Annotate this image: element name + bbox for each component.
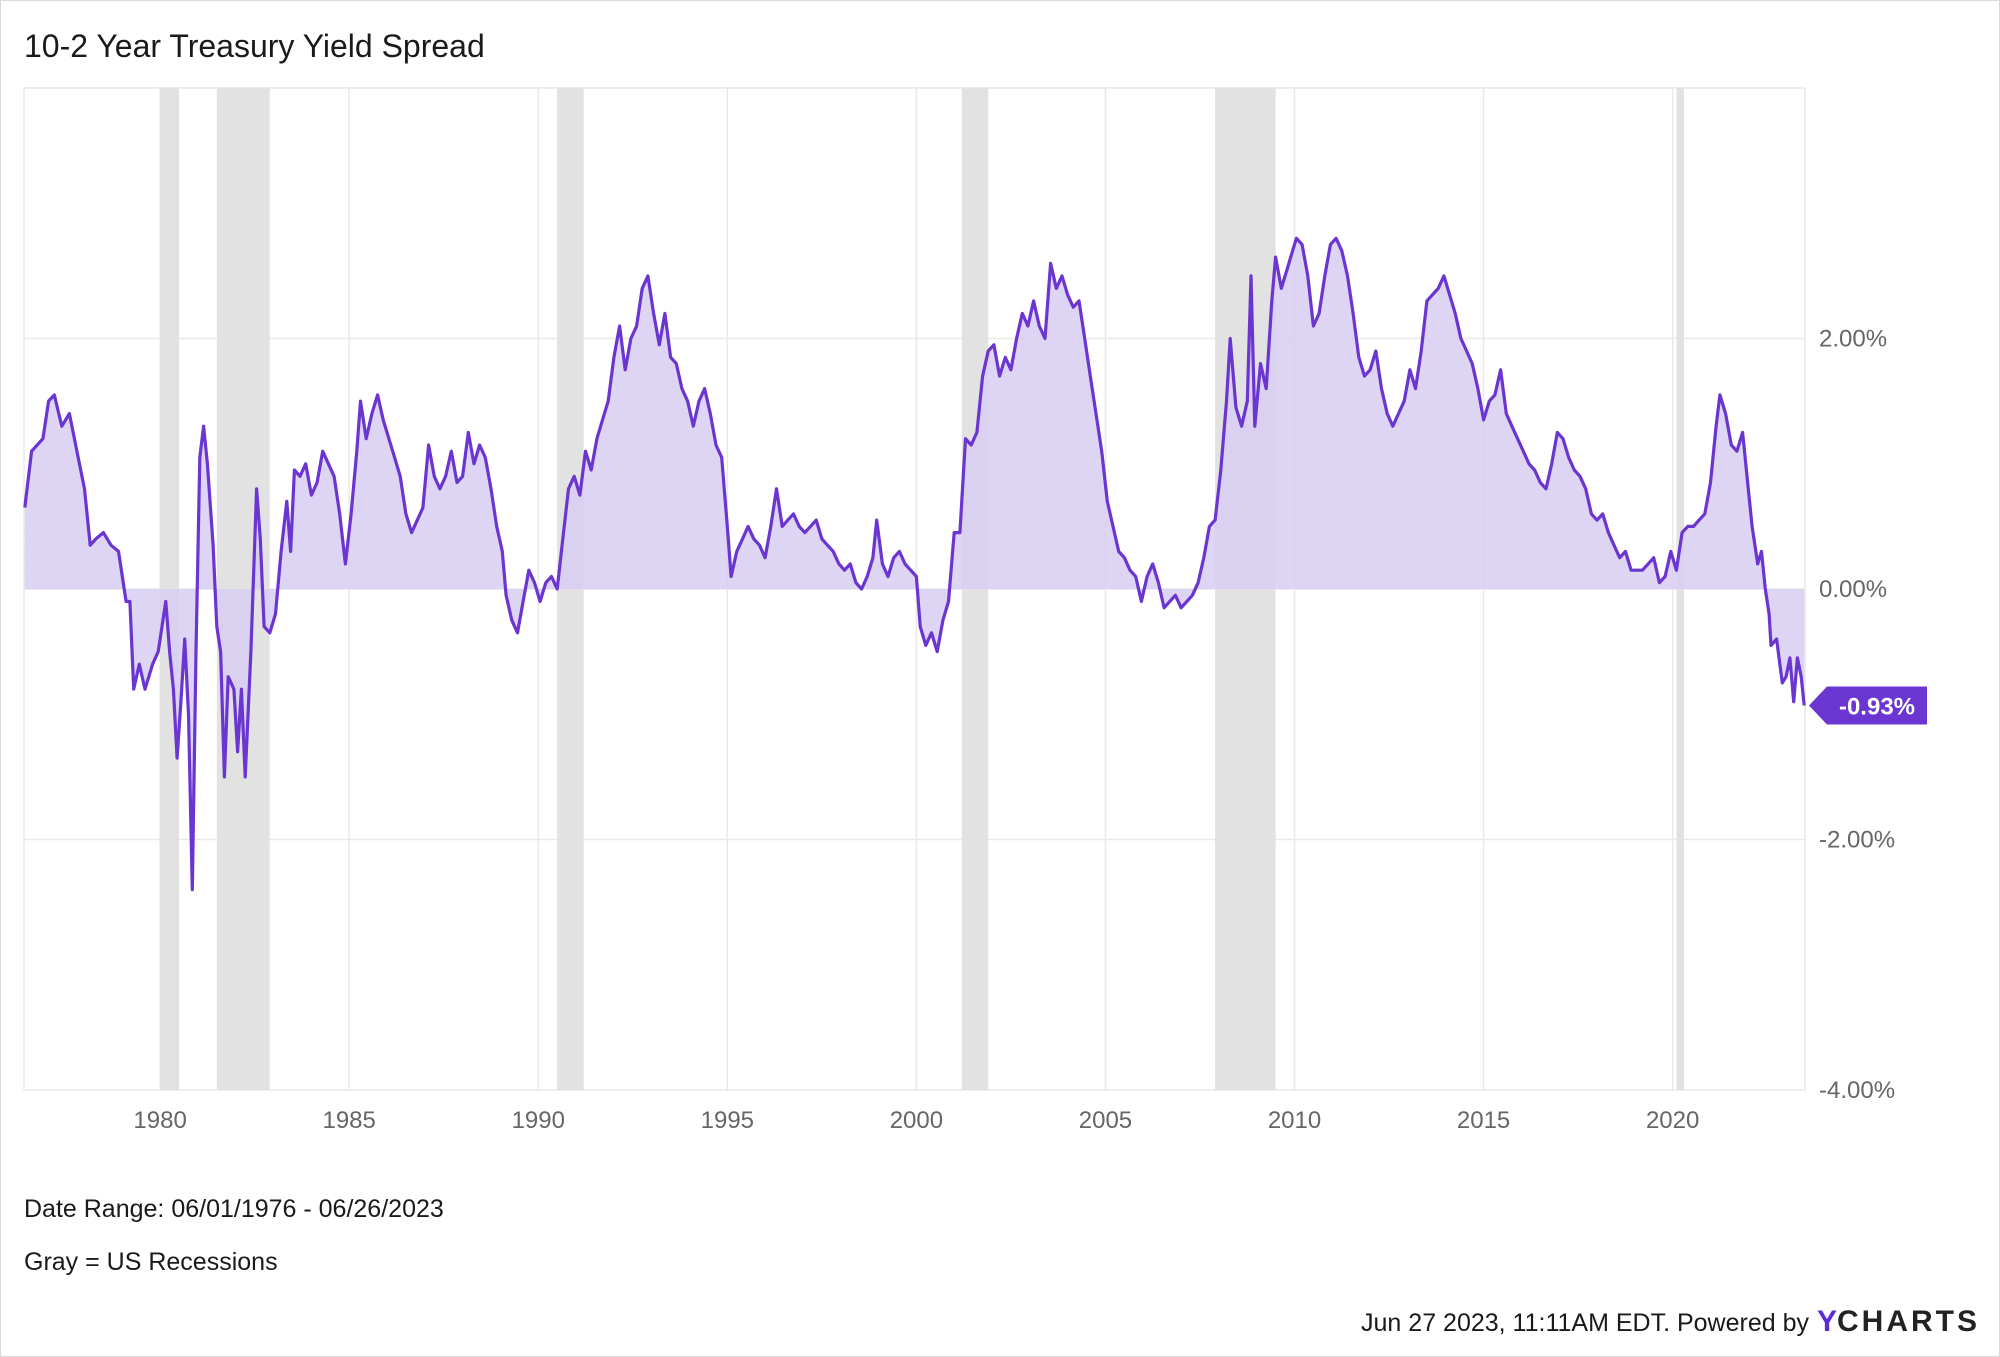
date-range: Date Range: 06/01/1976 - 06/26/2023 xyxy=(24,1195,444,1223)
x-tick-label: 1985 xyxy=(322,1107,375,1134)
recession-note: Gray = US Recessions xyxy=(24,1248,278,1276)
credit-text: Jun 27 2023, 11:11AM EDT. Powered by xyxy=(1361,1309,1809,1337)
y-tick-label: -4.00% xyxy=(1819,1077,1895,1104)
last-value-label: -0.93% xyxy=(1839,693,1915,720)
y-tick-label: 0.00% xyxy=(1819,576,1887,603)
brand-rest: CHARTS xyxy=(1837,1305,1980,1338)
x-tick-label: 2015 xyxy=(1457,1107,1510,1134)
brand-y: Y xyxy=(1816,1305,1837,1338)
x-tick-label: 1990 xyxy=(512,1107,565,1134)
x-tick-label: 2020 xyxy=(1646,1107,1699,1134)
x-tick-label: 2005 xyxy=(1079,1107,1132,1134)
ycharts-logo[interactable]: YCHARTS xyxy=(1817,1305,1980,1339)
y-tick-label: 2.00% xyxy=(1819,326,1887,353)
chart-title: 10-2 Year Treasury Yield Spread xyxy=(24,28,485,64)
series-area xyxy=(24,238,1805,890)
last-value-flag xyxy=(1809,686,1927,725)
y-tick-label: -2.00% xyxy=(1819,827,1895,854)
x-tick-label: 2000 xyxy=(890,1107,943,1134)
x-tick-label: 1980 xyxy=(133,1107,186,1134)
credit-line: Jun 27 2023, 11:11AM EDT. Powered by YCH… xyxy=(1361,1305,1980,1339)
series-line xyxy=(23,236,1806,892)
x-tick-label: 2010 xyxy=(1268,1107,1321,1134)
x-tick-label: 1995 xyxy=(701,1107,754,1134)
